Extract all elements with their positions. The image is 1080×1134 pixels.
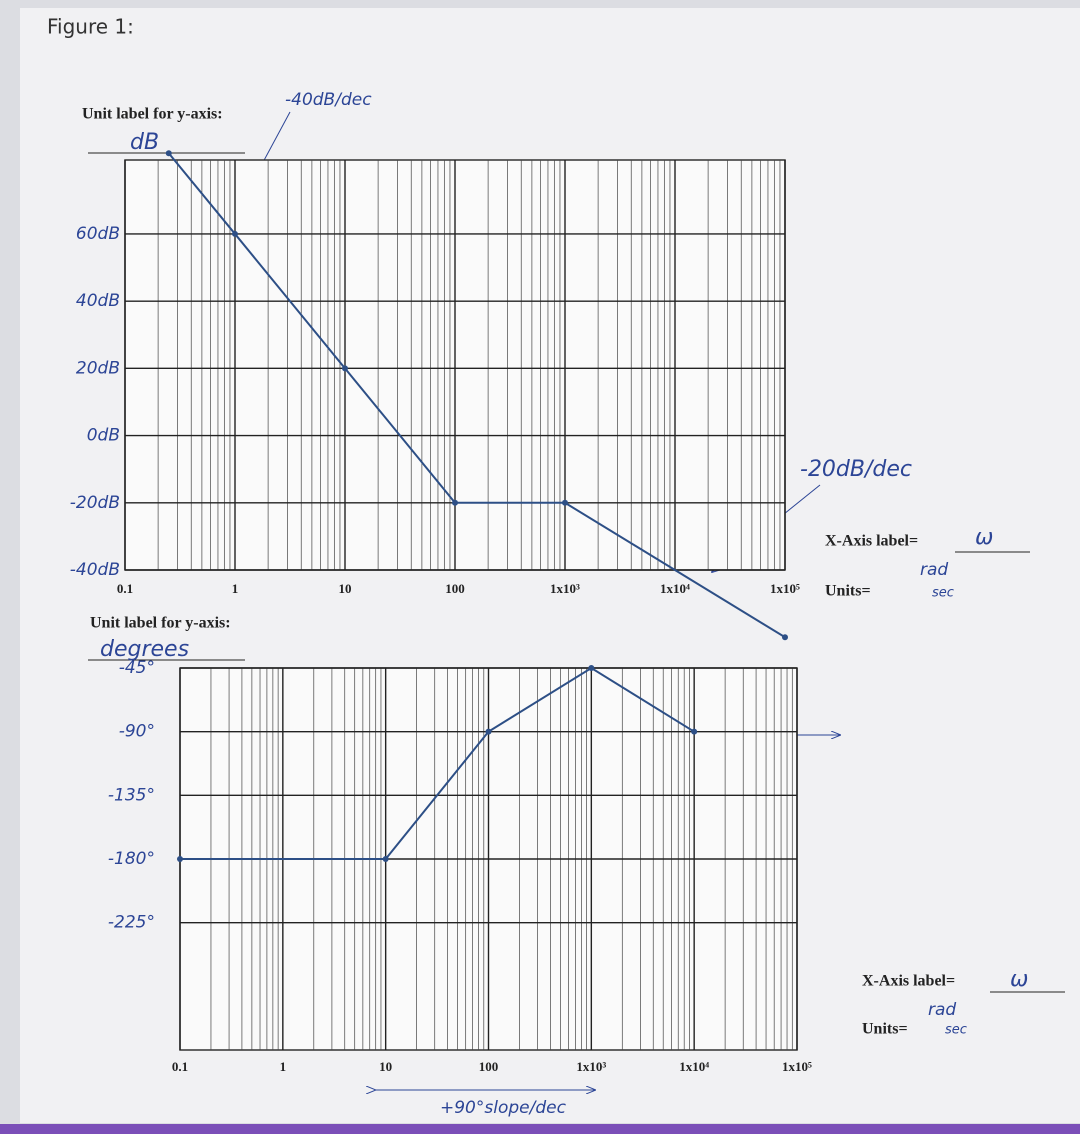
- x-axis-prompt: X-Axis label=: [862, 973, 955, 990]
- y-tick-label: -180°: [108, 849, 155, 869]
- data-point: [177, 856, 183, 862]
- y-tick-label: 40dB: [76, 291, 120, 311]
- x-tick-label: 1x10⁴: [660, 581, 690, 596]
- y-tick-label: -135°: [108, 785, 155, 805]
- x-tick-label: 0.1: [172, 1059, 188, 1074]
- x-tick-label: 10: [379, 1059, 392, 1074]
- x-tick-label: 1x10³: [550, 581, 580, 596]
- y-tick-label: -45°: [119, 658, 155, 678]
- data-point: [782, 634, 788, 641]
- annotation: -40dB/dec: [285, 90, 372, 110]
- x-tick-label: 1x10⁴: [679, 1059, 709, 1074]
- x-tick-label: 1: [280, 1059, 287, 1074]
- x-axis-label: ω: [975, 525, 993, 550]
- y-unit-prompt: Unit label for y-axis:: [82, 106, 223, 123]
- x-axis-label: ω: [1010, 967, 1028, 992]
- units-den: sec: [945, 1023, 967, 1038]
- y-unit: degrees: [100, 637, 189, 662]
- data-point: [562, 499, 568, 506]
- data-point: [382, 856, 389, 862]
- x-tick-label: 1: [232, 581, 239, 596]
- x-axis-prompt: X-Axis label=: [825, 533, 918, 550]
- x-tick-label: 1x10³: [576, 1059, 606, 1074]
- units-num: rad: [920, 560, 948, 580]
- x-tick-label: 1x10⁵: [770, 581, 800, 596]
- x-tick-label: 10: [339, 581, 352, 596]
- x-tick-label: 1x10⁵: [782, 1059, 812, 1074]
- x-tick-label: 0.1: [117, 581, 133, 596]
- taskbar: [0, 1124, 1080, 1134]
- data-point: [485, 728, 492, 735]
- y-tick-label: 20dB: [76, 358, 120, 378]
- y-tick-label: 60dB: [76, 224, 120, 244]
- data-point: [452, 499, 458, 506]
- x-tick-label: 100: [445, 581, 465, 596]
- y-tick-label: -40dB: [70, 560, 120, 580]
- annotation: -20dB/dec: [800, 457, 912, 482]
- x-tick-label: 100: [479, 1059, 499, 1074]
- units-num: rad: [928, 1000, 956, 1020]
- y-tick-label: -225°: [108, 913, 155, 933]
- data-point: [588, 665, 595, 671]
- y-unit-prompt: Unit label for y-axis:: [90, 615, 231, 632]
- figure-label: Figure 1:: [47, 15, 134, 39]
- data-line: [168, 152, 786, 639]
- units-prompt: Units=: [862, 1021, 908, 1038]
- units-prompt: Units=: [825, 583, 871, 600]
- y-tick-label: -90°: [119, 722, 155, 742]
- y-tick-label: -20dB: [70, 493, 120, 513]
- data-point: [691, 728, 698, 735]
- data-point: [232, 230, 238, 237]
- units-den: sec: [932, 586, 954, 601]
- y-unit: dB: [130, 130, 159, 155]
- y-tick-label: 0dB: [87, 426, 120, 446]
- data-point: [342, 365, 348, 372]
- annotation: +90°slope/dec: [440, 1098, 567, 1118]
- data-point: [165, 150, 172, 157]
